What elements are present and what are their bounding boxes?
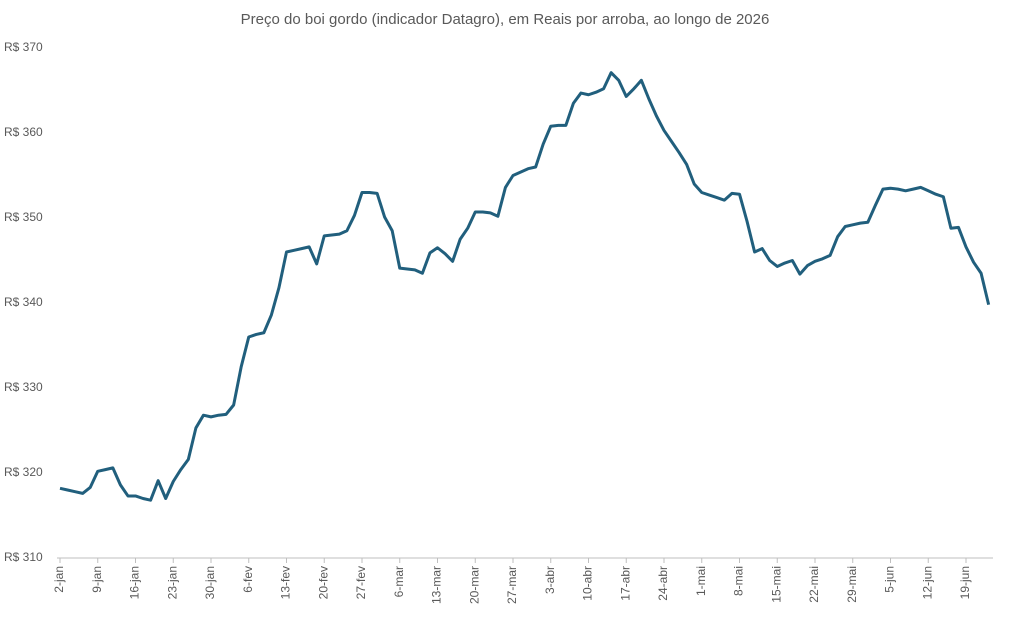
x-tick-label: 6-mar [392, 566, 406, 597]
x-tick-label: 15-mai [769, 566, 783, 603]
line [59, 71, 991, 502]
x-tick-label: 30-jan [203, 566, 217, 599]
chart-title: Preço do boi gordo (indicador Datagro), … [241, 11, 770, 28]
x-tick-label: 2-jan [52, 566, 66, 593]
y-tick-label: R$ 350 [4, 210, 43, 224]
x-tick-label: 5-jun [883, 566, 897, 593]
x-tick-label: 13-fev [279, 566, 293, 599]
x-tick-label: 20-fev [316, 566, 330, 599]
x-tick-label: 17-abr [618, 566, 632, 601]
x-tick-label: 13-mar [430, 566, 444, 604]
y-tick-label: R$ 370 [4, 40, 43, 54]
x-tick-label: 16-jan [128, 566, 142, 599]
x-tick-label: 29-mai [845, 566, 859, 603]
x-tick-label: 20-mar [467, 566, 481, 604]
x-tick-label: 9-jan [90, 566, 104, 593]
y-tick-label: R$ 330 [4, 380, 43, 394]
x-tick-label: 27-mar [505, 566, 519, 604]
x-tick-label: 12-jun [920, 566, 934, 599]
x-tick-label: 27-fev [354, 566, 368, 599]
y-tick-label: R$ 360 [4, 125, 43, 139]
y-tick-label: R$ 310 [4, 550, 43, 564]
x-tick-label: 3-abr [543, 566, 557, 594]
x-tick-label: 23-jan [165, 566, 179, 599]
x-tick-label: 1-mai [694, 566, 708, 596]
x-tick-label: 8-mai [732, 566, 746, 596]
y-tick-label: R$ 320 [4, 465, 43, 479]
x-tick-label: 6-fev [241, 566, 255, 593]
x-tick-label: 19-jun [958, 566, 972, 599]
y-tick-label: R$ 340 [4, 295, 43, 309]
x-tick-label: 24-abr [656, 566, 670, 601]
x-tick-label: 22-mai [807, 566, 821, 603]
x-tick-label: 10-abr [581, 566, 595, 601]
